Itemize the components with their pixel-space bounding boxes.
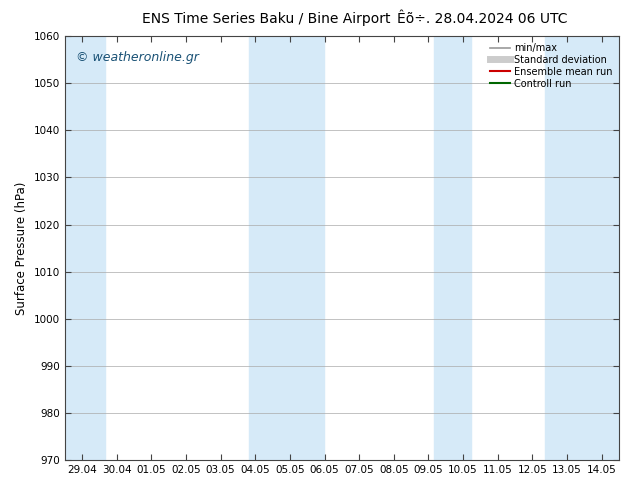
Legend: min/max, Standard deviation, Ensemble mean run, Controll run: min/max, Standard deviation, Ensemble me… bbox=[488, 41, 614, 91]
Text: ENS Time Series Baku / Bine Airport: ENS Time Series Baku / Bine Airport bbox=[142, 12, 391, 26]
Text: © weatheronline.gr: © weatheronline.gr bbox=[75, 51, 198, 64]
Y-axis label: Surface Pressure (hPa): Surface Pressure (hPa) bbox=[15, 181, 28, 315]
Bar bbox=[65, 36, 105, 460]
Bar bbox=[434, 36, 471, 460]
Text: Êõ÷. 28.04.2024 06 UTC: Êõ÷. 28.04.2024 06 UTC bbox=[397, 12, 567, 26]
Bar bbox=[249, 36, 323, 460]
Bar bbox=[545, 36, 619, 460]
